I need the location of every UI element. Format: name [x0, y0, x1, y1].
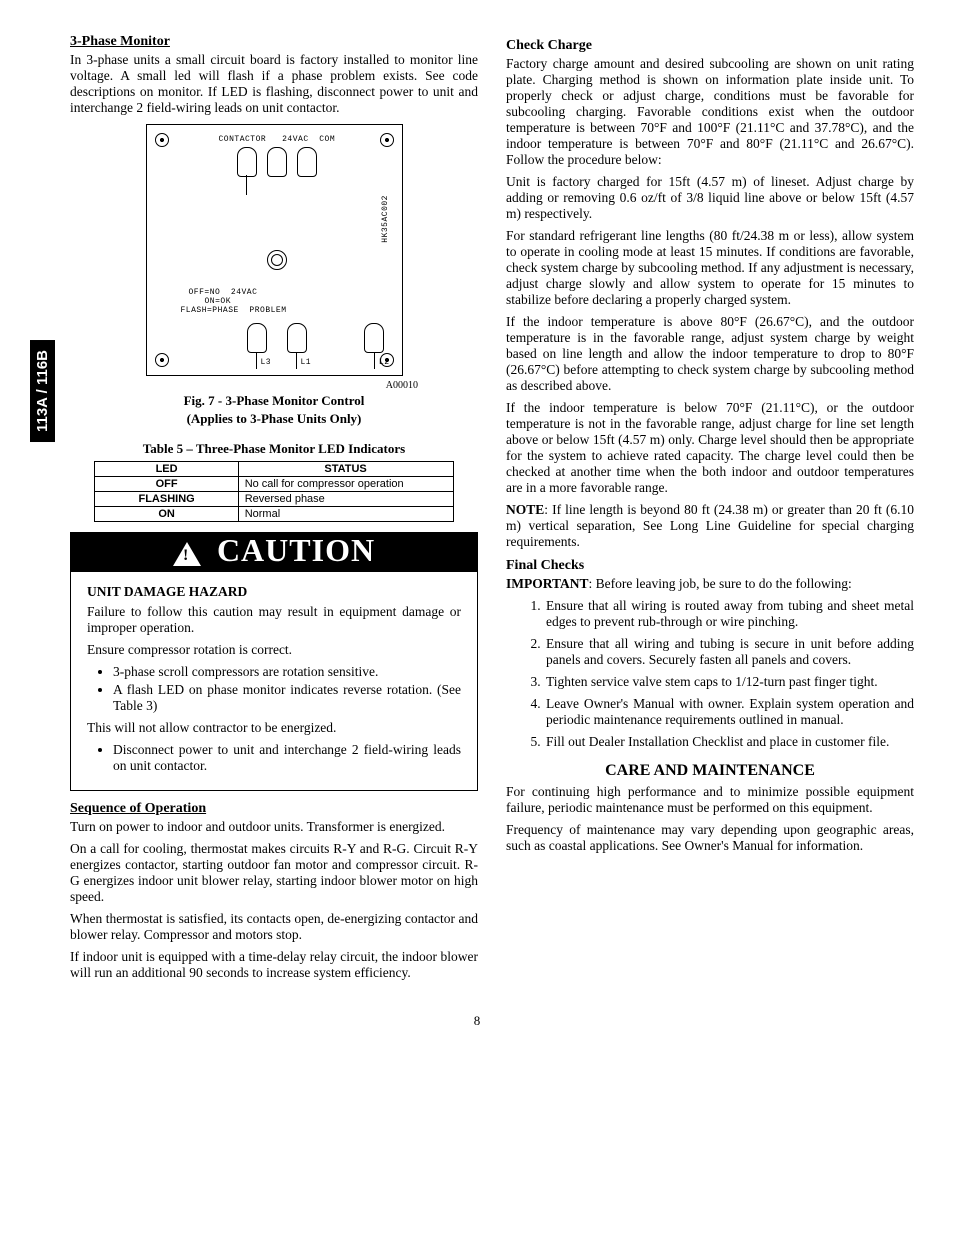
heading-care-maintenance: CARE AND MAINTENANCE: [506, 762, 914, 780]
charge-p5: If the indoor temperature is below 70°F …: [506, 400, 914, 496]
charge-p3: For standard refrigerant line lengths (8…: [506, 228, 914, 308]
charge-p1: Factory charge amount and desired subcoo…: [506, 56, 914, 168]
caution-bullet-1: 3-phase scroll compressors are rotation …: [113, 664, 461, 680]
right-column: Check Charge Factory charge amount and d…: [506, 30, 914, 987]
seq-p4: If indoor unit is equipped with a time-d…: [70, 949, 478, 981]
caution-p1: Failure to follow this caution may resul…: [87, 604, 461, 636]
list-item: Ensure that all wiring is routed away fr…: [544, 598, 914, 630]
heading-3phase: 3-Phase Monitor: [70, 34, 478, 50]
heading-sequence: Sequence of Operation: [70, 801, 478, 817]
caution-p3: This will not allow contractor to be ene…: [87, 720, 461, 736]
diagram-label-partno: HK35AC002: [381, 195, 390, 243]
seq-p1: Turn on power to indoor and outdoor unit…: [70, 819, 478, 835]
care-p2: Frequency of maintenance may vary depend…: [506, 822, 914, 854]
charge-p4: If the indoor temperature is above 80°F …: [506, 314, 914, 394]
heading-check-charge: Check Charge: [506, 38, 914, 54]
caution-banner-text: CAUTION: [217, 532, 375, 569]
heading-final-checks: Final Checks: [506, 558, 914, 574]
seq-p2: On a call for cooling, thermostat makes …: [70, 841, 478, 905]
care-p1: For continuing high performance and to m…: [506, 784, 914, 816]
table-5-header-status: STATUS: [238, 462, 453, 477]
diagram-label-l1: L1: [301, 358, 312, 367]
list-item: Fill out Dealer Installation Checklist a…: [544, 734, 914, 750]
figure-7: CONTACTOR 24VAC COM HK35AC002 OFF=NO 24V…: [70, 124, 478, 376]
left-column: 3-Phase Monitor In 3-phase units a small…: [40, 30, 478, 987]
para-3phase-intro: In 3-phase units a small circuit board i…: [70, 52, 478, 116]
final-important: IMPORTANT: Before leaving job, be sure t…: [506, 576, 914, 592]
table-5: LED STATUS OFFNo call for compressor ope…: [94, 461, 453, 522]
warning-icon: [173, 542, 201, 566]
page-number: 8: [40, 1013, 914, 1029]
table-row: OFFNo call for compressor operation: [95, 477, 453, 492]
charge-p2: Unit is factory charged for 15ft (4.57 m…: [506, 174, 914, 222]
diagram-label-l2: L2: [379, 358, 390, 367]
caution-banner: CAUTION: [70, 532, 478, 572]
seq-p3: When thermostat is satisfied, its contac…: [70, 911, 478, 943]
table-5-caption: Table 5 – Three-Phase Monitor LED Indica…: [70, 441, 478, 457]
list-item: Leave Owner's Manual with owner. Explain…: [544, 696, 914, 728]
side-model-tab: 113A / 116B: [30, 340, 55, 442]
caution-box: UNIT DAMAGE HAZARD Failure to follow thi…: [70, 572, 478, 791]
charge-note: NOTE: If line length is beyond 80 ft (24…: [506, 502, 914, 550]
list-item: Ensure that all wiring and tubing is sec…: [544, 636, 914, 668]
diagram-label-on: ON=OK: [205, 297, 232, 306]
diagram-label-l3: L3: [261, 358, 272, 367]
caution-hazard: UNIT DAMAGE HAZARD: [87, 584, 461, 600]
list-item: Tighten service valve stem caps to 1/12-…: [544, 674, 914, 690]
caution-bullet-3: Disconnect power to unit and interchange…: [113, 742, 461, 774]
diagram-phase-monitor: CONTACTOR 24VAC COM HK35AC002 OFF=NO 24V…: [146, 124, 403, 376]
table-row: FLASHINGReversed phase: [95, 492, 453, 507]
final-checks-list: Ensure that all wiring is routed away fr…: [506, 598, 914, 750]
figure-caption-1: Fig. 7 - 3-Phase Monitor Control: [70, 393, 478, 409]
diagram-label-flash: FLASH=PHASE PROBLEM: [181, 306, 287, 315]
caution-p2: Ensure compressor rotation is correct.: [87, 642, 461, 658]
page-content: 3-Phase Monitor In 3-phase units a small…: [40, 30, 914, 987]
table-row: ONNormal: [95, 507, 453, 522]
diagram-label-off: OFF=NO 24VAC: [189, 288, 258, 297]
table-5-header-led: LED: [95, 462, 238, 477]
figure-caption-2: (Applies to 3-Phase Units Only): [70, 411, 478, 427]
diagram-label-top: CONTACTOR 24VAC COM: [219, 135, 336, 144]
figure-id: A00010: [70, 380, 478, 391]
caution-bullet-2: A flash LED on phase monitor indicates r…: [113, 682, 461, 714]
